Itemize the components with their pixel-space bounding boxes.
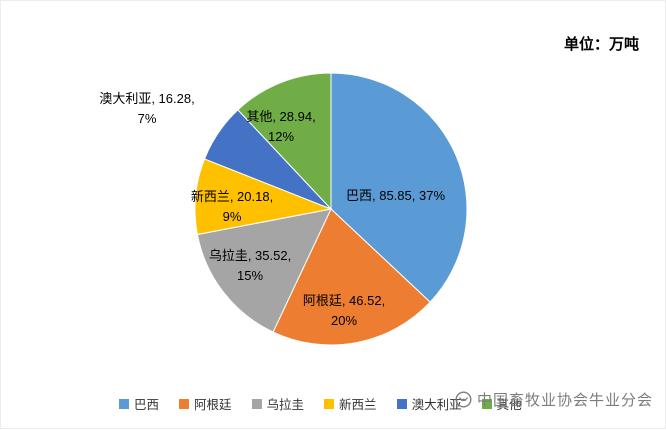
legend-marker-icon (324, 398, 335, 409)
legend-item-2: 乌拉圭 (251, 394, 305, 413)
legend-marker-icon (251, 398, 262, 409)
pie-slice-0 (330, 72, 468, 303)
legend-label: 澳大利亚 (411, 398, 462, 412)
pie-slice-1 (272, 208, 431, 346)
legend-item-1: 阿根廷 (179, 394, 232, 413)
slice-label-0: 巴西, 85.85, 37% (346, 188, 445, 203)
slice-label-4: 澳大利亚, 16.28, 7% (99, 91, 195, 126)
legend-label: 其他 (496, 398, 522, 412)
legend-marker-icon (119, 398, 129, 409)
slice-label-5: 其他, 28.94, 12% (246, 109, 316, 144)
legend-label: 新西兰 (339, 398, 377, 412)
slice-label-3: 新西兰, 20.18, 9% (190, 189, 274, 224)
pie-slice-5 (237, 72, 332, 211)
legend-marker-icon (396, 398, 407, 409)
unit-label: 单位：万吨 (563, 36, 639, 53)
chart-legend: 巴西 阿根廷 乌拉圭 新西兰 澳大利亚 其他 (119, 394, 522, 413)
legend-item-3: 新西兰 (324, 394, 377, 413)
legend-marker-icon (481, 398, 492, 409)
legend-label: 乌拉圭 (266, 398, 305, 412)
legend-label: 巴西 (134, 398, 160, 412)
slice-label-2: 乌拉圭, 35.52, 15% (208, 248, 292, 283)
slice-label-1: 阿根廷, 46.52, 20% (302, 293, 386, 328)
legend-marker-icon (179, 398, 190, 409)
legend-item-0: 巴西 (119, 394, 159, 413)
pie-slice-2 (196, 208, 332, 333)
legend-item-5: 其他 (481, 394, 522, 413)
legend-item-4: 澳大利亚 (396, 394, 462, 413)
legend-label: 阿根廷 (194, 398, 232, 412)
